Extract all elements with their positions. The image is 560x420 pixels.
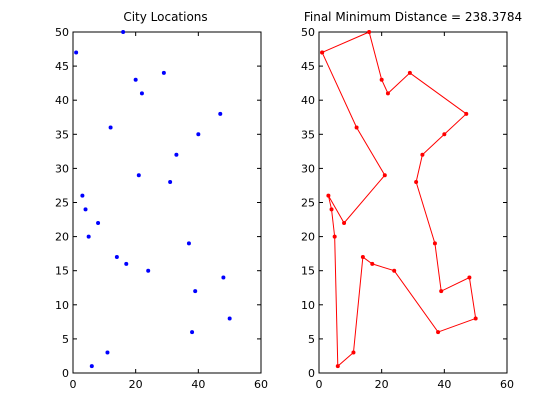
city-point [161,70,166,75]
x-tick-label: 60 [254,378,268,391]
y-tick-label: 15 [301,265,315,278]
tour-city-point [432,241,437,246]
tour-city-point [320,50,325,55]
y-tick-label: 5 [308,333,315,346]
chart-title: City Locations [123,10,207,24]
tour-city-point [351,350,356,355]
city-point [80,193,85,198]
x-tick-label: 20 [375,378,389,391]
tour-path-panel: Final Minimum Distance = 238.3784 0 20 40 6… [301,10,522,391]
tour-path [320,30,478,369]
tour-city-point [335,364,340,369]
tour-city-point [379,77,384,82]
scatter-points [74,30,232,369]
city-point [133,77,138,82]
city-point [146,268,151,273]
y-tick-label: 45 [301,60,315,73]
y-tick-label: 45 [55,60,69,73]
y-tick-label: 35 [55,128,69,141]
y-tick-label: 5 [62,333,69,346]
y-tick-label: 20 [55,231,69,244]
tour-city-point [342,220,347,225]
city-point [124,261,129,266]
x-tick-label: 0 [316,378,323,391]
tour-city-point [332,234,337,239]
tour-city-point [385,91,390,96]
x-tick-label: 40 [437,378,451,391]
x-tick-label: 60 [500,378,514,391]
tour-city-point [354,125,359,130]
tour-city-point [370,261,375,266]
tour-city-point [392,268,397,273]
tour-city-point [464,111,469,116]
city-point [136,173,141,178]
y-tick-label: 30 [55,162,69,175]
city-point [96,220,101,225]
y-tick-label: 40 [55,94,69,107]
city-point [139,91,144,96]
tour-city-point [439,289,444,294]
city-locations-panel: City Locations 0 20 40 60 0 5 10 15 20 25 30 35 40 45… [55,10,268,391]
city-point [114,255,119,260]
y-tick-label: 10 [301,299,315,312]
city-point [89,364,94,369]
y-tick-label: 30 [301,162,315,175]
axis-ticks: 0 20 40 60 0 5 10 15 20 25 30 35 40 45 50 [55,26,268,391]
y-tick-label: 15 [55,265,69,278]
y-tick-label: 35 [301,128,315,141]
city-point [227,316,232,321]
city-point [168,180,173,185]
y-tick-label: 0 [62,367,69,380]
chart-title: Final Minimum Distance = 238.3784 [304,10,522,24]
y-tick-label: 20 [301,231,315,244]
city-point [83,207,88,212]
x-tick-label: 20 [129,378,143,391]
city-point [108,125,113,130]
tour-city-point [367,30,372,34]
plot-area [72,31,262,374]
y-tick-label: 50 [301,26,315,39]
tour-line [321,31,477,368]
tour-city-point [467,275,472,280]
city-point [218,111,223,116]
city-point [86,234,91,239]
tour-city-point [407,70,412,75]
city-point [174,152,179,157]
city-point [74,50,79,55]
y-tick-label: 25 [301,197,315,210]
city-point [221,275,226,280]
city-point [105,350,110,355]
y-tick-label: 40 [301,94,315,107]
axis-ticks: 0 20 40 60 0 5 10 15 20 25 30 35 40 45 50 [301,26,514,391]
tour-city-point [414,180,419,185]
y-tick-label: 50 [55,26,69,39]
tour-city-point [473,316,478,321]
tour-city-point [326,193,331,198]
x-tick-label: 0 [70,378,77,391]
city-point [193,289,198,294]
plot-area [318,31,508,374]
tour-city-point [436,330,441,335]
tour-city-point [329,207,334,212]
tour-city-point [360,255,365,260]
y-tick-label: 10 [55,299,69,312]
city-point [121,30,126,34]
city-point [186,241,191,246]
y-tick-label: 0 [308,367,315,380]
city-point [196,132,201,137]
tour-city-point [382,173,387,178]
tour-city-point [420,152,425,157]
x-tick-label: 40 [191,378,205,391]
y-tick-label: 25 [55,197,69,210]
tour-city-point [442,132,447,137]
city-point [190,330,195,335]
